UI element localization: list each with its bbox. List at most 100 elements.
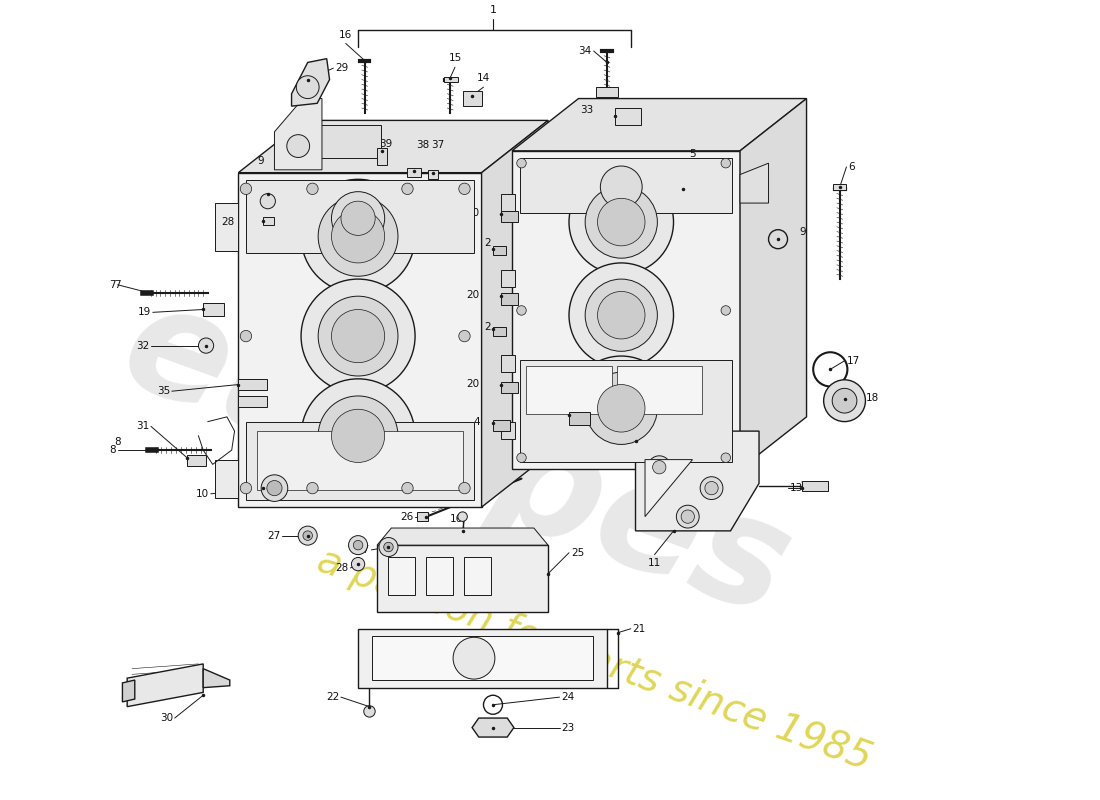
Text: 5: 5 — [690, 150, 696, 159]
Circle shape — [597, 291, 645, 339]
Circle shape — [453, 638, 495, 679]
Polygon shape — [482, 121, 548, 507]
Bar — [239, 396, 267, 407]
Polygon shape — [239, 121, 548, 173]
Polygon shape — [519, 360, 733, 462]
Circle shape — [331, 210, 385, 263]
Bar — [239, 379, 267, 390]
Circle shape — [384, 542, 393, 552]
Circle shape — [364, 706, 375, 717]
Text: 12: 12 — [582, 424, 595, 434]
Circle shape — [302, 531, 312, 540]
Bar — [500, 294, 518, 305]
Text: 8: 8 — [114, 437, 121, 446]
Circle shape — [331, 192, 385, 245]
Text: 28: 28 — [221, 217, 234, 227]
Circle shape — [569, 263, 673, 367]
Text: 14: 14 — [477, 74, 491, 83]
Polygon shape — [309, 125, 381, 158]
Polygon shape — [512, 98, 806, 151]
Text: 39: 39 — [379, 139, 393, 149]
Text: 27: 27 — [267, 530, 280, 541]
Polygon shape — [519, 158, 733, 213]
Text: 13: 13 — [790, 483, 803, 493]
Circle shape — [318, 396, 398, 476]
Polygon shape — [292, 58, 330, 106]
Circle shape — [402, 183, 414, 194]
Text: 37: 37 — [431, 140, 444, 150]
Polygon shape — [204, 669, 230, 688]
Circle shape — [240, 183, 252, 194]
Bar — [417, 512, 428, 522]
Polygon shape — [740, 163, 769, 203]
Polygon shape — [472, 718, 514, 737]
Circle shape — [331, 410, 385, 462]
Circle shape — [700, 477, 723, 499]
Circle shape — [307, 482, 318, 494]
Polygon shape — [257, 431, 463, 490]
Circle shape — [597, 385, 645, 432]
Text: 31: 31 — [135, 422, 149, 431]
Text: a passion for parts since 1985: a passion for parts since 1985 — [312, 541, 877, 778]
Bar — [500, 270, 515, 286]
Circle shape — [597, 198, 645, 246]
Circle shape — [705, 482, 718, 494]
Bar — [500, 382, 518, 393]
Text: 21: 21 — [632, 624, 646, 634]
Text: 16: 16 — [339, 30, 352, 40]
Text: 17: 17 — [846, 356, 860, 366]
Text: 32: 32 — [135, 341, 149, 350]
Text: 2: 2 — [484, 238, 491, 248]
Circle shape — [720, 453, 730, 462]
Circle shape — [824, 380, 866, 422]
Circle shape — [681, 510, 694, 523]
Bar — [388, 557, 415, 594]
Text: 22: 22 — [326, 692, 339, 702]
Circle shape — [676, 506, 700, 528]
Text: 25: 25 — [571, 548, 584, 558]
Polygon shape — [214, 460, 239, 498]
Polygon shape — [740, 98, 806, 469]
Bar — [595, 87, 618, 97]
Bar — [443, 77, 458, 82]
Bar — [464, 557, 491, 594]
Circle shape — [459, 482, 470, 494]
Circle shape — [318, 197, 398, 276]
Bar — [526, 366, 612, 414]
Circle shape — [296, 76, 319, 98]
Text: europes: europes — [103, 270, 808, 649]
Bar — [204, 303, 224, 316]
Circle shape — [585, 279, 658, 351]
Circle shape — [517, 158, 526, 168]
Bar — [493, 246, 506, 255]
Circle shape — [301, 279, 415, 393]
Text: 10: 10 — [196, 489, 209, 499]
Circle shape — [331, 310, 385, 362]
Circle shape — [458, 512, 468, 522]
Bar — [500, 194, 515, 210]
Text: 15: 15 — [449, 54, 462, 63]
Circle shape — [353, 540, 363, 550]
Text: 35: 35 — [156, 386, 169, 396]
Bar — [493, 326, 506, 336]
Polygon shape — [512, 151, 740, 469]
Polygon shape — [122, 680, 135, 702]
Bar — [802, 482, 828, 491]
Polygon shape — [275, 98, 322, 170]
Circle shape — [261, 194, 275, 209]
Circle shape — [379, 538, 398, 557]
Circle shape — [301, 379, 415, 493]
Circle shape — [349, 536, 367, 554]
Circle shape — [198, 338, 213, 353]
Circle shape — [459, 183, 470, 194]
Text: 6: 6 — [848, 162, 855, 172]
Text: 7: 7 — [109, 280, 116, 290]
Circle shape — [720, 158, 730, 168]
Text: 24: 24 — [561, 692, 574, 702]
Circle shape — [517, 453, 526, 462]
Text: 33: 33 — [581, 105, 594, 115]
Circle shape — [402, 482, 414, 494]
Polygon shape — [636, 431, 759, 531]
Bar — [263, 218, 275, 225]
Text: 20: 20 — [466, 290, 480, 300]
